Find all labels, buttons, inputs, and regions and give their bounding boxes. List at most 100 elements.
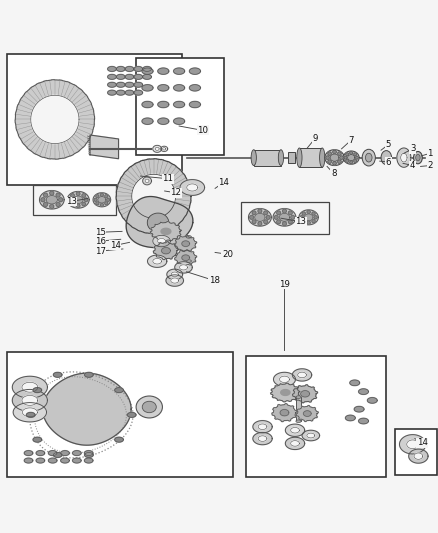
Polygon shape [300,391,309,397]
Circle shape [100,193,103,196]
Polygon shape [279,376,289,383]
Polygon shape [258,424,266,430]
Circle shape [41,198,45,202]
Polygon shape [248,208,271,226]
Polygon shape [349,380,359,386]
Polygon shape [116,82,125,87]
Circle shape [49,204,54,208]
Polygon shape [186,184,198,191]
Circle shape [311,212,314,215]
Circle shape [105,202,108,205]
Text: 17: 17 [94,247,106,256]
Polygon shape [114,437,123,442]
Bar [136,58,223,155]
Bar [240,201,328,233]
Polygon shape [107,90,116,95]
Text: 15: 15 [94,228,106,237]
Polygon shape [173,68,184,74]
Polygon shape [155,147,159,150]
Polygon shape [171,272,178,277]
Polygon shape [48,458,57,463]
Polygon shape [134,82,142,87]
Circle shape [276,211,280,215]
Text: 9: 9 [312,134,317,143]
Polygon shape [31,95,79,143]
Polygon shape [408,449,427,463]
Polygon shape [304,214,312,221]
Text: 5: 5 [385,140,390,149]
Ellipse shape [361,149,374,166]
Polygon shape [290,427,299,433]
Polygon shape [116,90,125,95]
Polygon shape [329,154,338,161]
Polygon shape [33,437,42,442]
Bar [33,185,116,215]
Circle shape [288,211,292,215]
Text: 7: 7 [348,135,353,144]
Circle shape [263,211,267,215]
Circle shape [258,222,261,225]
Text: 16: 16 [94,237,106,246]
Polygon shape [173,101,184,108]
Ellipse shape [413,151,421,164]
Polygon shape [157,118,169,124]
Polygon shape [280,390,289,395]
Text: 6: 6 [385,158,390,166]
Circle shape [306,221,310,224]
Polygon shape [306,433,314,438]
Text: 14: 14 [416,439,427,448]
Polygon shape [189,85,200,91]
Polygon shape [98,197,106,203]
Polygon shape [127,413,136,417]
Circle shape [337,160,340,164]
Polygon shape [160,146,167,151]
Polygon shape [72,450,81,456]
Circle shape [251,211,255,215]
Polygon shape [53,453,62,457]
Polygon shape [292,369,311,381]
Polygon shape [367,398,376,403]
Circle shape [276,220,280,224]
Polygon shape [180,180,204,196]
Polygon shape [142,177,151,185]
Polygon shape [290,441,299,446]
Circle shape [56,193,60,197]
Polygon shape [157,238,165,244]
Polygon shape [254,213,265,221]
Circle shape [313,216,317,219]
Text: 8: 8 [330,169,336,178]
Circle shape [106,198,110,201]
Polygon shape [22,408,37,417]
Polygon shape [272,208,295,226]
Polygon shape [39,191,64,209]
Circle shape [306,211,310,214]
Polygon shape [285,437,304,449]
Circle shape [325,156,328,159]
Circle shape [327,160,331,164]
Ellipse shape [278,150,283,166]
Ellipse shape [251,150,256,166]
Circle shape [56,203,60,206]
Polygon shape [84,458,93,463]
Polygon shape [147,255,166,268]
Circle shape [43,193,47,197]
Circle shape [288,220,292,224]
Polygon shape [22,382,38,392]
Polygon shape [134,90,142,95]
Polygon shape [90,135,118,159]
Bar [245,357,385,477]
Polygon shape [174,262,192,273]
Polygon shape [181,241,189,246]
Polygon shape [12,390,47,411]
Circle shape [353,159,356,163]
Polygon shape [93,193,110,207]
Circle shape [282,222,286,225]
Polygon shape [173,85,184,91]
Polygon shape [141,85,153,91]
Circle shape [95,202,99,205]
Circle shape [82,202,85,206]
Circle shape [343,156,346,159]
Polygon shape [399,434,425,454]
Polygon shape [353,406,363,412]
Polygon shape [413,453,422,459]
